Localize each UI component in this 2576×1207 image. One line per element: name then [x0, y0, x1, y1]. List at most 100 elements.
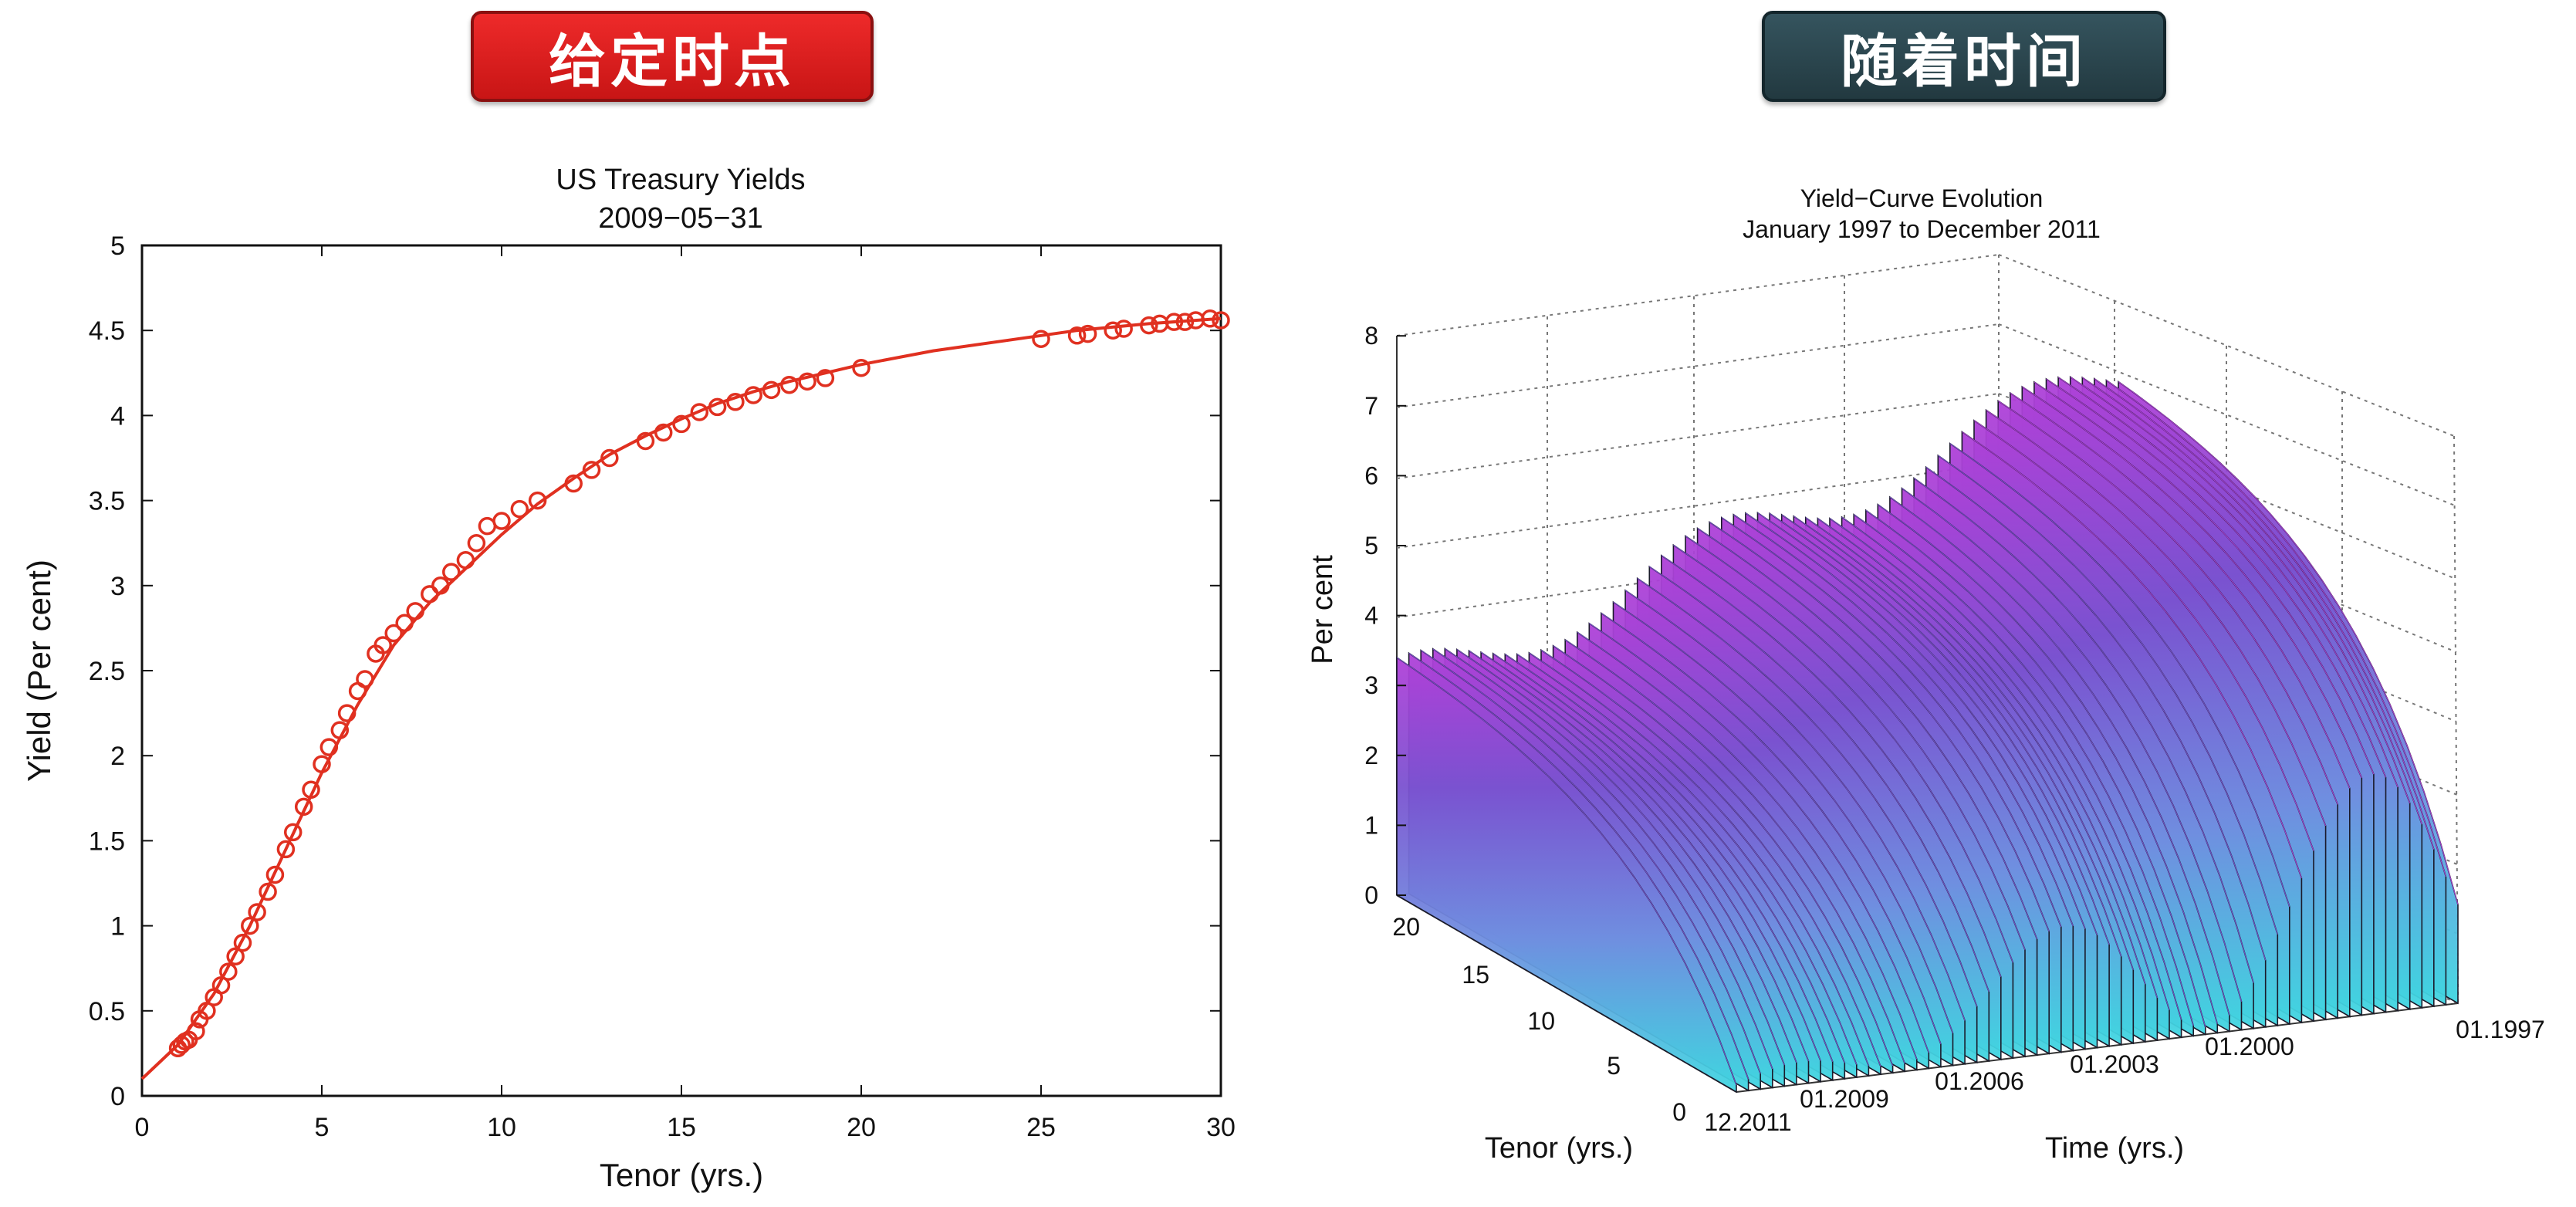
yield-observation-point: [456, 550, 475, 570]
surface-slice: [2105, 379, 2447, 1006]
yield-observation-point: [442, 563, 461, 581]
surface-ridge: [1624, 590, 1966, 1021]
y-tick-label: 1.5: [89, 827, 125, 856]
surface-slice: [2010, 391, 2351, 1018]
yield-observation-point: [233, 933, 252, 952]
yield-observation-point: [1165, 313, 1184, 331]
surface-slice: [1949, 442, 2290, 1026]
surface-ridge: [1913, 478, 2254, 983]
treasury-yield-chart: US Treasury Yields 2009−05−31 0 5 10 15 20 25…: [21, 164, 1236, 1193]
x-tick-label: 5: [315, 1113, 330, 1142]
yield-observation-point: [1067, 326, 1087, 345]
yield-observation-point: [510, 499, 529, 519]
yield-observation-point: [374, 636, 392, 654]
x-tick-label: 25: [1026, 1113, 1056, 1142]
surface-slice: [1925, 465, 2267, 1029]
yield-observation-point: [690, 403, 709, 421]
z-tick-label: 6: [1364, 462, 1378, 489]
surface-ridge: [1553, 645, 1894, 1067]
surface-slice: [1829, 517, 2170, 1040]
surface-slice: [1913, 477, 2254, 1030]
surface-slice: [1444, 647, 1786, 1087]
surface-slice: [1709, 520, 2050, 1055]
surface-ridge: [1420, 650, 1761, 1074]
surface-ridge: [1673, 544, 2013, 963]
surface-slice: [1865, 509, 2206, 1036]
y-tick-label: 1: [110, 912, 125, 942]
surface-slice: [1420, 649, 1761, 1090]
header-label-at-time-point: 给定时点: [471, 11, 874, 102]
x-tick-label: 15: [667, 1113, 696, 1142]
surface-slice: [2045, 377, 2387, 1013]
surface-slice: [1601, 611, 1942, 1068]
surface-ridge: [1949, 443, 2290, 907]
surface-title-line1: Yield−Curve Evolution: [1800, 184, 2044, 212]
surface-slice: [1877, 503, 2219, 1034]
yield-observation-point: [816, 369, 835, 387]
surface-slice: [1901, 487, 2243, 1031]
tenor-tick-label: 20: [1392, 913, 1420, 941]
surface-ridge: [1865, 509, 2206, 1028]
surface-ridge: [1805, 517, 2146, 985]
chart-title-line2: 2009−05−31: [598, 202, 762, 235]
yield-observation-point: [672, 414, 691, 434]
tenor-tick-label: 15: [1462, 961, 1489, 989]
surface-ridge: [1601, 613, 1942, 1044]
surface-ridge: [1878, 504, 2218, 1024]
x-tick-label: 10: [487, 1113, 516, 1142]
surface-ridge: [1589, 623, 1929, 1053]
surface-ridge: [2033, 381, 2375, 775]
yield-observation-point: [1078, 324, 1097, 343]
z-tick-label: 0: [1364, 881, 1378, 909]
yield-observation-point: [1114, 320, 1133, 338]
surface-ridge: [1757, 512, 2098, 935]
surface-slice: [1672, 543, 2014, 1060]
surface-slice: [1564, 638, 1905, 1073]
surface-ridge: [1925, 466, 2267, 961]
yield-observation-point: [726, 393, 745, 411]
yield-observation-point: [798, 372, 816, 391]
yield-observation-point: [636, 431, 655, 451]
surface-slice: [1805, 516, 2146, 1043]
tenor-axis-label: Tenor (yrs.): [1485, 1132, 1633, 1165]
time-axis-label: Time (yrs.): [2045, 1132, 2184, 1165]
surface-slice: [1492, 652, 1834, 1082]
yield-observation-point: [600, 448, 619, 468]
surface-ridge: [1997, 400, 2338, 805]
surface-ridge: [1902, 488, 2242, 1002]
surface-ridge: [1564, 639, 1905, 1064]
surface-slice: [1624, 589, 1966, 1065]
tenor-tick-label: 5: [1607, 1052, 1621, 1080]
surface-slice: [1516, 653, 1858, 1079]
x-axis-label: Tenor (yrs.): [600, 1157, 763, 1193]
surface-ridge: [1889, 496, 2230, 1016]
surface-slice: [1973, 419, 2314, 1023]
y-tick-label: 0: [110, 1082, 125, 1111]
surface-ridge: [1396, 657, 1737, 1086]
yield-observation-point: [211, 975, 231, 995]
time-tick-label: 01.2009: [1800, 1085, 1889, 1113]
surface-ridge: [1529, 652, 1869, 1067]
surface-ridge: [2010, 392, 2351, 789]
header-label-over-time: 随着时间: [1762, 11, 2166, 102]
yield-observation-point: [294, 797, 313, 816]
yield-observation-point: [226, 947, 245, 966]
surface-slice: [1396, 656, 1737, 1094]
yield-observation-point: [187, 1022, 205, 1040]
surface-slice: [2081, 376, 2423, 1009]
yield-observation-point: [276, 840, 296, 859]
surface-ridge: [2106, 380, 2446, 877]
surface-ridge: [1613, 601, 1953, 1033]
surface-ridge: [1841, 516, 2182, 1020]
surface-slice: [1540, 648, 1881, 1076]
yield-observation-point: [1201, 309, 1219, 328]
surface-slice: [1841, 516, 2182, 1039]
surface-ridge: [2082, 377, 2422, 825]
yield-observation-point: [762, 380, 781, 400]
surface-ridge: [1853, 514, 2194, 1026]
surface-ridge: [1817, 518, 2158, 999]
surface-slice: [1793, 515, 2135, 1045]
surface-slice: [1612, 600, 1954, 1067]
plot-frame: [140, 244, 1222, 1097]
surface-slice: [1853, 513, 2194, 1037]
